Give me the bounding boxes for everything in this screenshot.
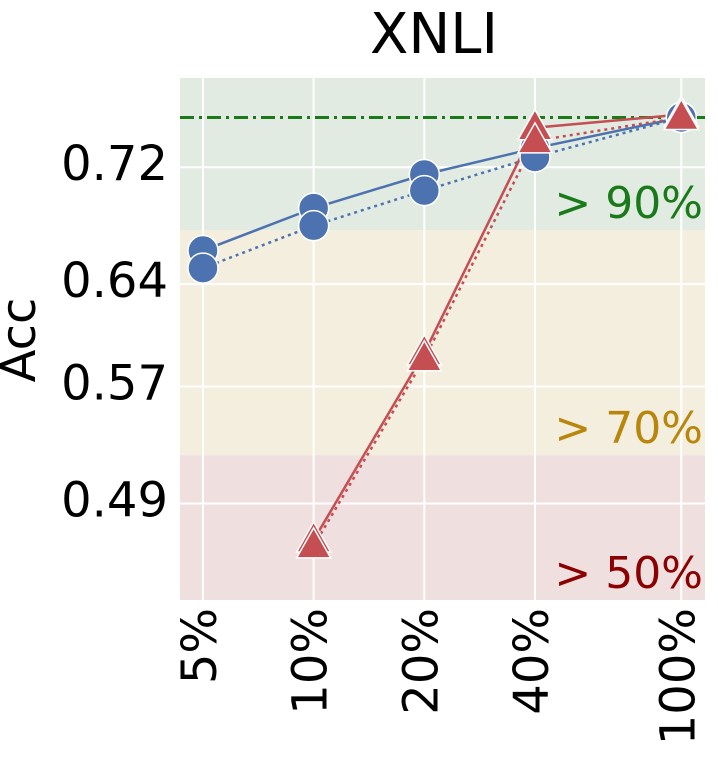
band	[180, 78, 705, 231]
band	[180, 455, 705, 600]
point	[295, 526, 332, 559]
band-label: > 70%	[554, 403, 703, 454]
point	[408, 174, 441, 207]
x-tick-label: 40%	[504, 608, 560, 715]
y-tick-label: 0.64	[61, 253, 168, 309]
point	[297, 209, 330, 242]
band-label: > 90%	[554, 178, 703, 229]
chart-title: XNLI	[370, 2, 498, 67]
point	[406, 339, 443, 372]
x-tick-label: 5%	[172, 608, 228, 684]
y-axis-label: Acc	[0, 298, 47, 383]
band	[180, 230, 705, 456]
point	[516, 121, 554, 154]
y-tick-label: 0.49	[61, 472, 168, 528]
x-tick-label: 10%	[283, 608, 339, 715]
point	[663, 97, 700, 131]
series-line	[312, 113, 682, 541]
y-tick-label: 0.57	[61, 356, 168, 412]
x-tick-label: 20%	[393, 608, 449, 715]
x-tick-label: 100%	[650, 608, 706, 745]
y-tick-label: 0.72	[61, 136, 168, 192]
band-label: > 50%	[554, 548, 703, 599]
point	[187, 252, 219, 284]
series-line	[202, 116, 682, 270]
